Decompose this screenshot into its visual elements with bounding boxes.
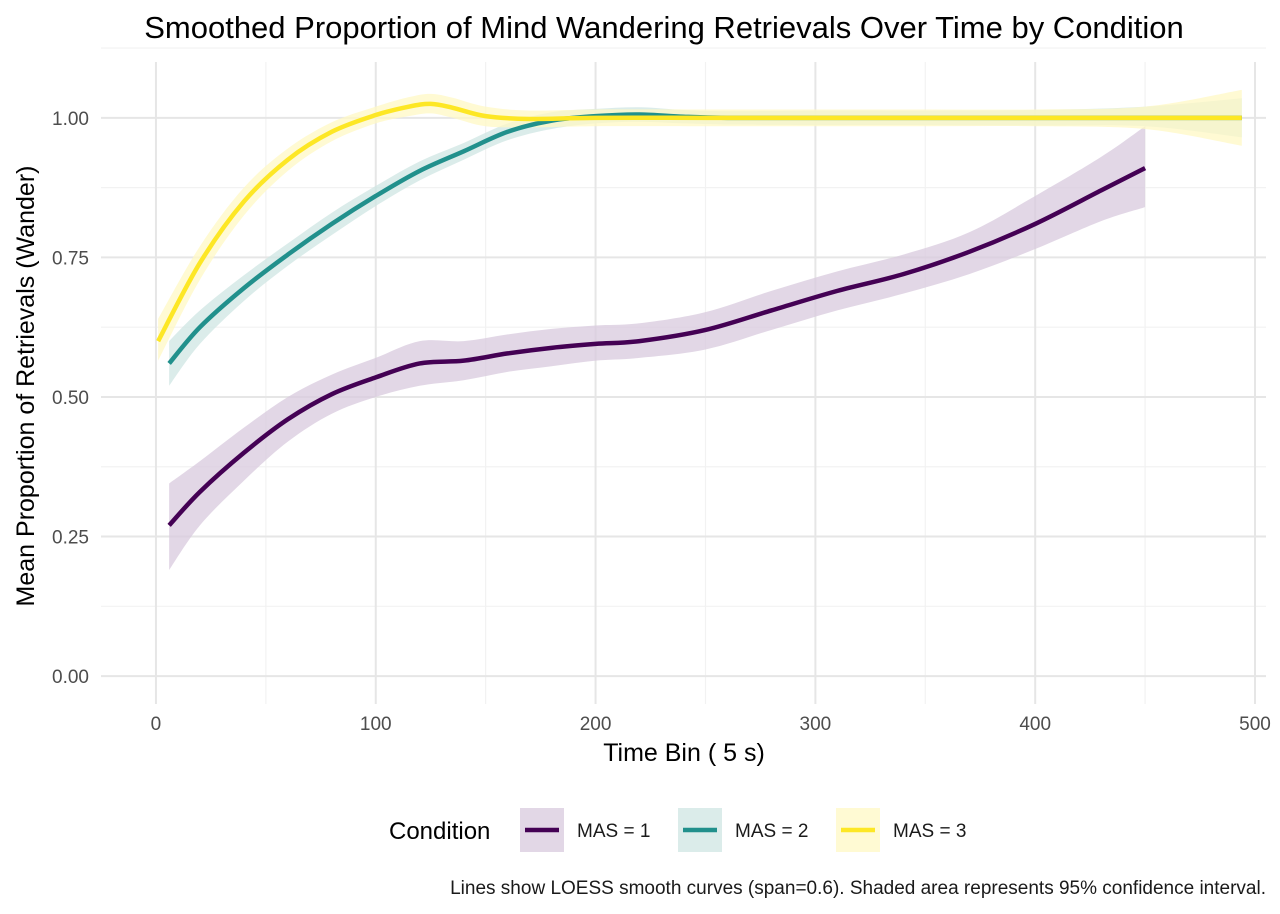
chart-caption: Lines show LOESS smooth curves (span=0.6… bbox=[450, 878, 1266, 899]
x-axis-title: Time Bin ( 5 s) bbox=[603, 739, 765, 767]
legend-item-mas-3: MAS = 3 bbox=[836, 808, 966, 852]
y-tick-label: 0.00 bbox=[52, 667, 89, 688]
legend-item-mas-1: MAS = 1 bbox=[520, 808, 650, 852]
legend-label-mas-1: MAS = 1 bbox=[577, 821, 650, 842]
y-tick-label: 0.50 bbox=[52, 388, 89, 409]
x-tick-label: 500 bbox=[1239, 714, 1271, 735]
y-tick-label: 0.75 bbox=[52, 248, 89, 269]
legend-label-mas-3: MAS = 3 bbox=[893, 821, 966, 842]
series-lines bbox=[156, 101, 1242, 527]
legend-title: Condition bbox=[389, 818, 490, 845]
x-tick-label: 400 bbox=[1019, 714, 1051, 735]
x-tick-label: 0 bbox=[151, 714, 162, 735]
mas-1-smooth-line bbox=[167, 166, 1147, 527]
legend-label-mas-2: MAS = 2 bbox=[735, 821, 808, 842]
chart-title: Smoothed Proportion of Mind Wandering Re… bbox=[144, 10, 1184, 45]
tick-labels: 0 100 200 300 400 500 0.00 0.25 0.50 0.75 1.00 bbox=[52, 109, 1271, 735]
x-tick-label: 200 bbox=[580, 714, 612, 735]
y-tick-label: 1.00 bbox=[52, 109, 89, 130]
x-tick-label: 300 bbox=[800, 714, 832, 735]
mas-2-confidence-ribbon bbox=[169, 98, 1242, 386]
grid-layer bbox=[101, 47, 1266, 704]
mas-3-smooth-line bbox=[156, 101, 1242, 343]
legend-item-mas-2: MAS = 2 bbox=[678, 808, 808, 852]
y-axis-title: Mean Proportion of Retrievals (Wander) bbox=[12, 166, 40, 607]
legend: Condition MAS = 1 MAS = 2 MAS = 3 bbox=[389, 808, 966, 852]
y-tick-label: 0.25 bbox=[52, 528, 89, 549]
mas-1-confidence-ribbon bbox=[169, 126, 1146, 571]
x-tick-label: 100 bbox=[360, 714, 392, 735]
legend-items: MAS = 1 MAS = 2 MAS = 3 bbox=[520, 808, 966, 852]
